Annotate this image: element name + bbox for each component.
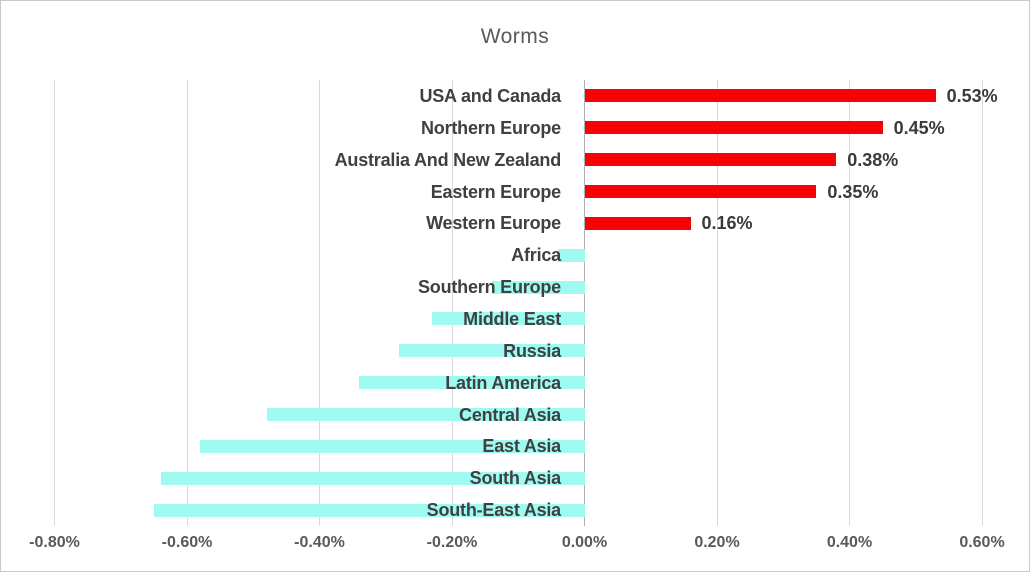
x-axis-tick-label: 0.20% [694, 534, 740, 551]
bar-usa-and-canada [584, 89, 936, 103]
bar-africa [558, 248, 585, 262]
x-axis-tick-label: 0.00% [561, 534, 608, 551]
x-axis-tick-label: -0.80% [29, 534, 80, 551]
bar-east-asia [200, 439, 585, 453]
bar-russia [399, 344, 585, 358]
category-label-south-east-asia: South-East Asia [426, 500, 562, 521]
chart-title: Worms [480, 25, 550, 48]
value-label-australia-and-new-zealand: 0.38% [847, 149, 899, 170]
value-label-northern-europe: 0.45% [893, 117, 945, 138]
gridline [186, 80, 188, 526]
bar-middle-east [432, 312, 585, 326]
category-label-southern-europe: Southern Europe [417, 277, 561, 298]
category-label-middle-east: Middle East [463, 308, 561, 329]
bar-south-east-asia [153, 503, 585, 517]
gridline [981, 80, 983, 526]
bar-western-europe [584, 216, 691, 230]
value-label-western-europe: 0.16% [701, 213, 753, 234]
category-label-east-asia: East Asia [482, 436, 561, 457]
category-label-russia: Russia [503, 340, 561, 361]
category-label-central-asia: Central Asia [459, 404, 561, 425]
category-label-western-europe: Western Europe [426, 213, 561, 234]
category-label-northern-europe: Northern Europe [420, 117, 561, 138]
value-label-eastern-europe: 0.35% [827, 181, 879, 202]
bar-south-asia [160, 471, 585, 485]
category-label-south-asia: South Asia [469, 468, 562, 489]
bar-northern-europe [584, 121, 883, 135]
gridline [451, 80, 453, 526]
x-axis-tick-label: 0.40% [826, 534, 873, 551]
category-label-africa: Africa [511, 245, 561, 266]
category-label-eastern-europe: Eastern Europe [430, 181, 561, 202]
gridline [716, 80, 718, 526]
gridline [849, 80, 850, 526]
bar-central-asia [266, 408, 585, 421]
zero-axis-line [584, 80, 585, 526]
x-axis-tick-label: -0.60% [161, 534, 213, 551]
gridline [319, 80, 320, 526]
bar-southern-europe [491, 280, 585, 294]
x-axis-tick-label: 0.60% [959, 534, 1005, 551]
gridline [54, 80, 55, 526]
category-label-usa-and-canada: USA and Canada [419, 85, 561, 106]
category-label-latin-america: Latin America [445, 372, 561, 393]
bar-australia-and-new-zealand [584, 153, 837, 167]
bar-latin-america [359, 376, 585, 390]
category-label-australia-and-new-zealand: Australia And New Zealand [334, 149, 562, 170]
bar-eastern-europe [584, 185, 817, 198]
x-axis-tick-label: -0.40% [294, 534, 345, 551]
value-label-usa-and-canada: 0.53% [946, 85, 998, 106]
x-axis-tick-label: -0.20% [426, 534, 478, 551]
